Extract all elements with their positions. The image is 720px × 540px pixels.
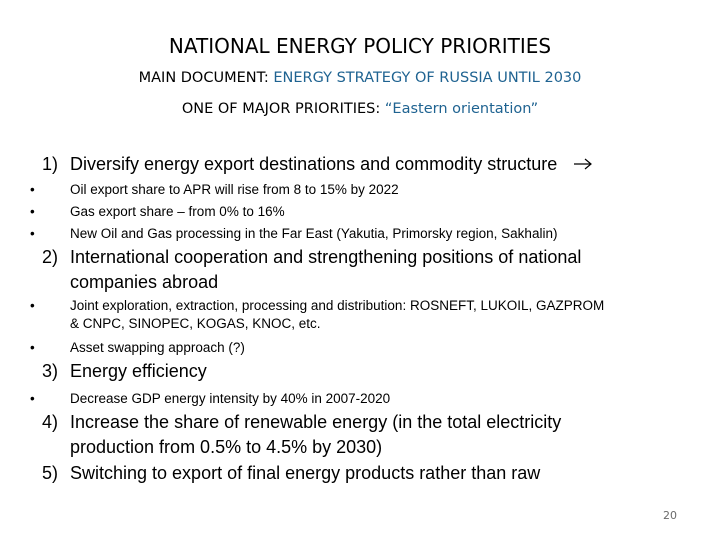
subtitle-main-document: MAIN DOCUMENT: ENERGY STRATEGY OF RUSSIA… bbox=[0, 68, 720, 88]
priority-number: 5) bbox=[42, 463, 59, 483]
priority-heading-text: Energy efficiency bbox=[70, 361, 207, 381]
bullet-text-continuation: & CNPC, SINOPEC, KOGAS, KNOC, etc. bbox=[70, 316, 321, 331]
arrow-right-icon bbox=[573, 152, 593, 177]
bullet-text: Decrease GDP energy intensity by 40% in … bbox=[70, 391, 391, 406]
bullet-icon: • bbox=[30, 298, 35, 313]
bullet-text: Gas export share – from 0% to 16% bbox=[70, 204, 285, 219]
priority-number: 3) bbox=[42, 361, 59, 381]
bullet-icon: • bbox=[30, 226, 35, 241]
priority-heading-3: 3) Energy efficiency bbox=[42, 359, 702, 384]
bullet-icon: • bbox=[30, 204, 35, 219]
priority-heading-text: Increase the share of renewable energy (… bbox=[70, 412, 562, 432]
bullet-icon: • bbox=[30, 391, 35, 406]
bullet-text: New Oil and Gas processing in the Far Ea… bbox=[70, 226, 558, 241]
priority-heading-continuation: production from 0.5% to 4.5% by 2030) bbox=[70, 437, 383, 457]
priority-heading-5: 5) Switching to export of final energy pr… bbox=[42, 461, 702, 486]
bullet-text: Joint exploration, extraction, processin… bbox=[70, 298, 605, 313]
subtitle-main-document-label: MAIN DOCUMENT: bbox=[138, 70, 274, 86]
subtitle-major-priority-value: “Eastern orientation” bbox=[384, 101, 539, 117]
bullet-icon: • bbox=[30, 182, 35, 197]
page-number: 20 bbox=[663, 509, 677, 522]
bullet-text: Oil export share to APR will rise from 8… bbox=[70, 182, 399, 197]
priority-number: 4) bbox=[42, 412, 59, 432]
slide-title: NATIONAL ENERGY POLICY PRIORITIES bbox=[168, 34, 552, 58]
bullet-text: Asset swapping approach (?) bbox=[70, 340, 245, 355]
priority-heading-continuation: companies abroad bbox=[70, 272, 219, 292]
priority-number: 2) bbox=[42, 247, 59, 267]
subtitle-major-priority: ONE OF MAJOR PRIORITIES: “Eastern orient… bbox=[0, 99, 720, 119]
priority-heading-2: 2) International cooperation and strength… bbox=[42, 245, 702, 295]
subtitle-main-document-value: ENERGY STRATEGY OF RUSSIA UNTIL 2030 bbox=[273, 70, 582, 86]
bullet-icon: • bbox=[30, 340, 35, 355]
priority-heading-1: 1) Diversify energy export destinations a… bbox=[42, 152, 702, 177]
priority-heading-4: 4) Increase the share of renewable energy… bbox=[42, 410, 702, 460]
subtitle-major-priority-label: ONE OF MAJOR PRIORITIES: bbox=[181, 101, 385, 117]
priority-heading-text: International cooperation and strengthen… bbox=[70, 247, 582, 267]
priority-number: 1) bbox=[42, 154, 59, 174]
priority-heading-text: Diversify energy export destinations and… bbox=[70, 154, 558, 174]
priority-heading-text: Switching to export of final energy prod… bbox=[70, 463, 541, 483]
